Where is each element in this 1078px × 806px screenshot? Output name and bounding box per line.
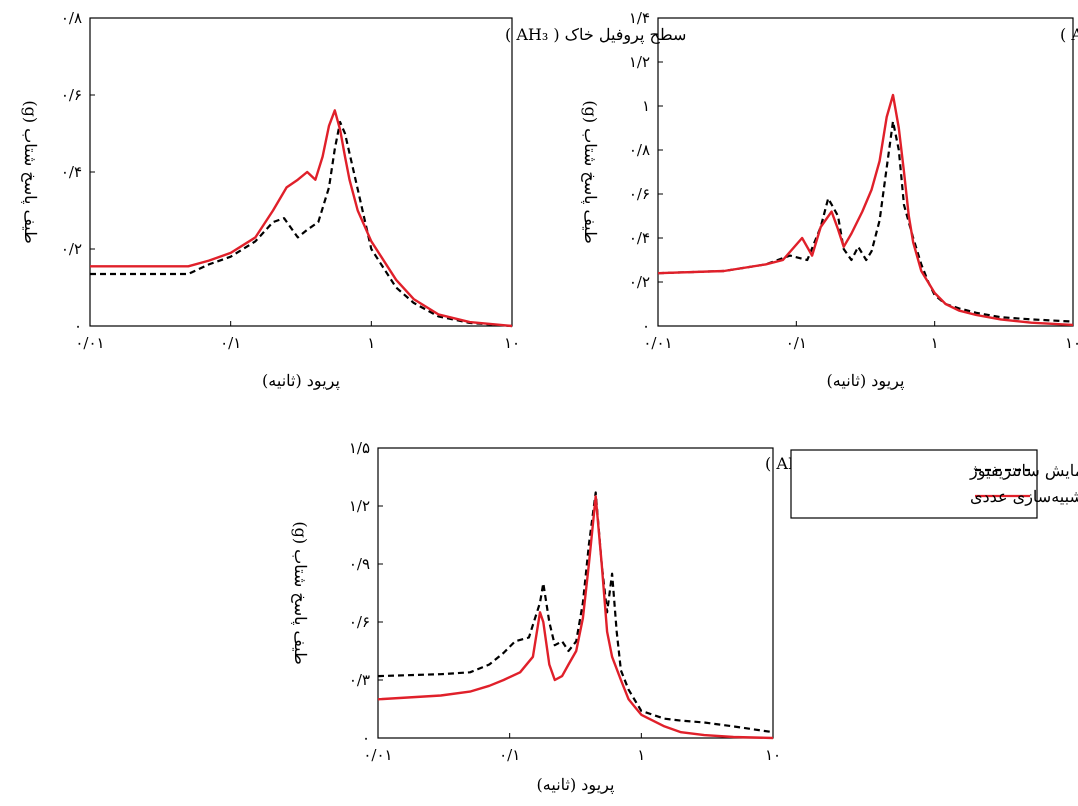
y-tick-label: ۱ xyxy=(642,97,650,115)
legend: آزمایش سانتریفیوژ شبیه‌سازی عددی xyxy=(790,449,1078,519)
x-tick-label: ۱۰ xyxy=(765,746,781,764)
plot-frame xyxy=(377,447,774,739)
x-tick-label: ۱۰ xyxy=(504,334,520,352)
chart-title: عمق ۲/۵ متری پروفیل خاک ( AH₄ ) xyxy=(1060,25,1078,44)
series-line-numerical xyxy=(90,109,513,328)
x-tick-label: ۰/۱ xyxy=(786,334,807,352)
y-tick-label: ۰/۸ xyxy=(61,9,82,27)
x-tick-label: ۰/۱ xyxy=(220,334,241,352)
legend-frame xyxy=(790,449,1038,519)
x-tick-label: ۱ xyxy=(367,334,375,352)
plot-frame xyxy=(89,17,513,327)
y-tick-label: ۱/۵ xyxy=(349,439,370,457)
series-line-numerical xyxy=(657,93,1074,327)
y-axis-label: طیف پاسخ شتاب (g) xyxy=(21,100,40,243)
x-axis-label: پریود (ثانیه) xyxy=(262,371,340,390)
y-tick-label: ۰/۸ xyxy=(629,141,650,159)
series-line-centrifuge xyxy=(377,491,774,734)
series-line-centrifuge xyxy=(90,120,513,328)
series-line-centrifuge xyxy=(657,120,1074,323)
y-tick-label: ۰ xyxy=(642,317,650,335)
chart-panel-2: ۰ ۰/۲ ۰/۴ ۰/۶ ۰/۸ ۱ ۱/۲ ۱/۴ ۰/۰۱ ۰/۱ ۱ ۱۰ عمق ۲/۵ مت… xyxy=(581,9,1078,390)
series-line-numerical xyxy=(377,495,774,740)
y-tick-label: ۰/۴ xyxy=(629,229,650,247)
y-tick-label: ۰/۳ xyxy=(349,671,370,689)
y-axis-label: طیف پاسخ شتاب (g) xyxy=(291,521,310,664)
y-axis-label: طیف پاسخ شتاب (g) xyxy=(581,100,600,243)
x-tick-label: ۰/۰۱ xyxy=(75,334,104,352)
legend-label: شبیه‌سازی عددی xyxy=(970,487,1078,506)
legend-label: آزمایش سانتریفیوژ xyxy=(969,460,1078,480)
x-tick-label: ۱ xyxy=(931,334,939,352)
y-tick-label: ۱/۴ xyxy=(629,9,650,27)
x-axis-label: پریود (ثانیه) xyxy=(537,775,615,794)
y-tick-label: ۰/۶ xyxy=(61,86,82,104)
x-tick-label: ۰/۱ xyxy=(499,746,520,764)
y-tick-label: ۰/۹ xyxy=(349,555,370,573)
chart-title: سطح پروفیل خاک ( AH₃ ) xyxy=(505,25,686,44)
y-tick-label: ۱/۲ xyxy=(629,53,650,71)
y-tick-label: ۰ xyxy=(362,729,370,747)
y-tick-label: ۱/۲ xyxy=(349,497,370,515)
x-axis-label: پریود (ثانیه) xyxy=(827,371,905,390)
x-tick-label: ۱۰ xyxy=(1065,334,1078,352)
y-tick-label: ۰/۴ xyxy=(61,163,82,181)
y-tick-label: ۰/۶ xyxy=(629,185,650,203)
y-tick-label: ۰/۲ xyxy=(629,273,650,291)
x-tick-label: ۰/۰۱ xyxy=(643,334,672,352)
x-tick-label: ۱ xyxy=(637,746,645,764)
y-tick-label: ۰/۲ xyxy=(61,240,82,258)
plot-frame xyxy=(657,17,1074,327)
y-tick-label: ۰/۶ xyxy=(349,613,370,631)
x-tick-label: ۰/۰۱ xyxy=(363,746,392,764)
y-tick-label: ۰ xyxy=(74,317,82,335)
